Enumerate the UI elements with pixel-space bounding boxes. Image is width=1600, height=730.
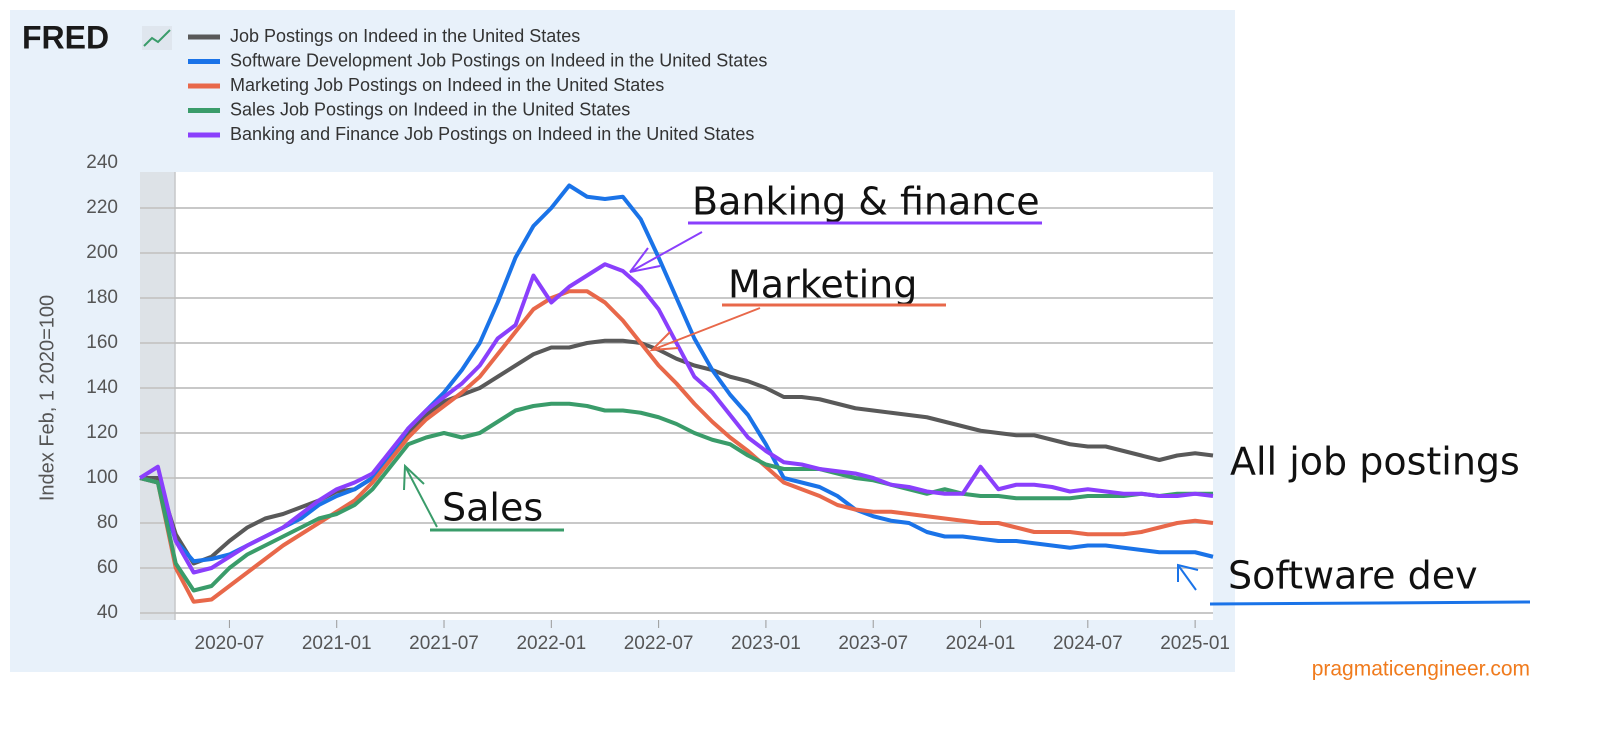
annotation-arrow	[651, 307, 761, 351]
annotation-arrow	[649, 331, 679, 352]
y-tick-label: 180	[86, 287, 118, 308]
series-line	[138, 262, 1214, 575]
x-tick-label: 2021-07	[409, 633, 479, 654]
y-tick-label: 120	[86, 422, 118, 443]
annotation: Marketing	[728, 263, 917, 307]
y-tick-label: 140	[86, 377, 118, 398]
annotation-arrow	[1177, 563, 1199, 582]
y-tick-label: 220	[86, 197, 118, 218]
legend: Job Postings on Indeed in the United Sta…	[188, 26, 767, 144]
recession-shading	[140, 172, 176, 620]
annotation: Sales	[442, 486, 543, 530]
x-tick-label: 2023-01	[731, 633, 801, 654]
x-tick-label: 2020-07	[195, 633, 265, 654]
series-line	[139, 183, 1214, 564]
x-tick-label: 2022-01	[516, 633, 586, 654]
y-tick-label: 40	[97, 602, 118, 623]
annotation-arrow	[403, 463, 425, 491]
y-tick-label: 80	[97, 512, 118, 533]
annotation-arrow	[1177, 564, 1197, 591]
legend-label: Sales Job Postings on Indeed in the Unit…	[230, 99, 630, 119]
annotation-arrow	[629, 265, 661, 273]
y-tick-label: 160	[86, 332, 118, 353]
lines	[138, 183, 1214, 604]
annotation-underline	[1209, 600, 1531, 606]
y-axis-label: Index Feb, 1 2020=100	[36, 295, 58, 501]
annotation: Software dev	[1228, 554, 1478, 598]
y-tick-label: 200	[86, 242, 118, 263]
annotation: Banking & finance	[692, 180, 1040, 224]
x-tick-label: 2023-07	[838, 633, 908, 654]
x-tick-label: 2022-07	[624, 633, 694, 654]
x-tick-label: 2024-01	[946, 633, 1016, 654]
annotation: All job postings	[1230, 440, 1520, 484]
legend-label: Banking and Finance Job Postings on Inde…	[230, 124, 754, 144]
legend-label: Marketing Job Postings on Indeed in the …	[230, 75, 664, 95]
y-tick-label: 100	[86, 467, 118, 488]
x-tick-label: 2024-07	[1053, 633, 1123, 654]
logo-icon-line	[143, 29, 171, 47]
annotation-arrow	[404, 465, 438, 528]
logo-icon	[142, 26, 172, 50]
plot-area	[140, 172, 1213, 620]
x-tick-label: 2021-01	[302, 633, 372, 654]
y-tick-label: 240	[86, 152, 118, 173]
series-line	[139, 401, 1213, 593]
legend-label: Software Development Job Postings on Ind…	[230, 50, 767, 70]
x-tick-label: 2025-01	[1160, 633, 1230, 654]
series-line	[139, 289, 1214, 604]
logo: FRED	[22, 19, 109, 55]
source: pragmaticengineer.com	[1312, 658, 1530, 681]
legend-label: Job Postings on Indeed in the United Sta…	[230, 26, 580, 46]
y-tick-label: 60	[97, 557, 118, 578]
